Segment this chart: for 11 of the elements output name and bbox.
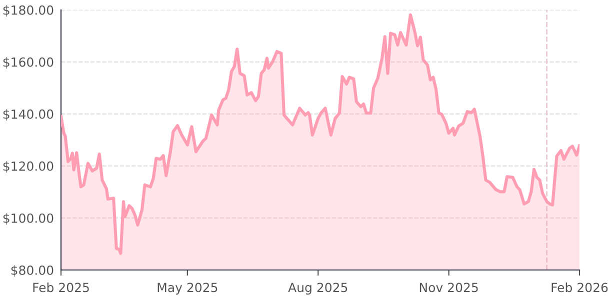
y-tick-label: $180.00 — [3, 5, 54, 16]
x-tick-label: Feb 2026 — [552, 282, 608, 292]
x-tick-label: Aug 2025 — [288, 282, 348, 295]
y-tick-label: $80.00 — [11, 265, 54, 277]
y-tick-label: $100.00 — [3, 213, 54, 225]
y-tick-label: $160.00 — [3, 57, 54, 69]
y-tick-label: $140.00 — [3, 109, 54, 121]
x-tick-label: May 2025 — [158, 282, 218, 295]
y-tick-label: $120.00 — [3, 161, 54, 173]
x-tick-label: Feb 2025 — [33, 282, 89, 292]
x-tick-label: Nov 2025 — [420, 282, 478, 292]
